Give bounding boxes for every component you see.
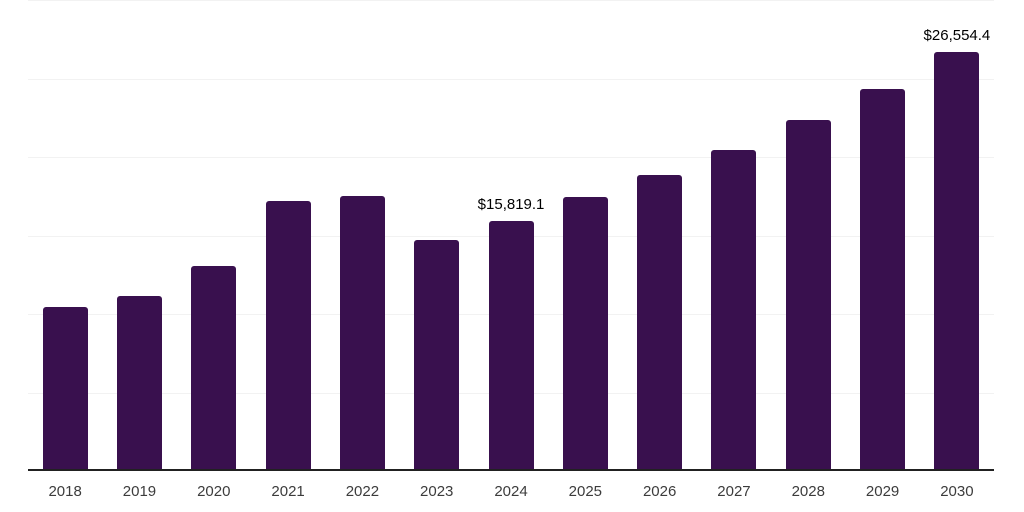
bar-column-2021 bbox=[251, 0, 325, 469]
x-tick-2020: 2020 bbox=[197, 483, 231, 500]
x-tick-2029: 2029 bbox=[865, 483, 900, 500]
x-tick-2018: 2018 bbox=[48, 483, 82, 500]
bar-column-2028 bbox=[771, 0, 845, 469]
bar-value-label-2024: $15,819.1 bbox=[477, 195, 545, 213]
x-tick-2030: 2030 bbox=[940, 483, 974, 500]
x-tick-2028: 2028 bbox=[791, 483, 825, 500]
bar-2024[interactable] bbox=[488, 220, 534, 469]
bar-column-2019 bbox=[102, 0, 176, 469]
x-tick-2021: 2021 bbox=[271, 483, 305, 500]
bar-2029[interactable] bbox=[860, 89, 906, 469]
bar-column-2025 bbox=[548, 0, 622, 469]
bar-column-2022 bbox=[325, 0, 399, 469]
x-axis-labels: 2018 2019 2020 2021 2022 2023 2024 2025 2026 2027… bbox=[28, 471, 994, 500]
bar-column-2024: $15,819.1 bbox=[474, 0, 548, 469]
bar-column-2026 bbox=[623, 0, 697, 469]
gridline-30000 bbox=[28, 0, 994, 1]
x-tick-2026: 2026 bbox=[642, 483, 677, 500]
bar-2022[interactable] bbox=[339, 195, 385, 469]
bar-2025[interactable] bbox=[562, 197, 608, 469]
bar-2020[interactable] bbox=[191, 266, 237, 469]
x-tick-2019: 2019 bbox=[122, 483, 157, 500]
bar-2027[interactable] bbox=[711, 150, 757, 469]
bar-2019[interactable] bbox=[116, 296, 162, 469]
x-tick-2022: 2022 bbox=[345, 483, 380, 500]
bar-2028[interactable] bbox=[785, 120, 831, 469]
gridline-25000 bbox=[28, 78, 994, 80]
bar-2030[interactable] bbox=[934, 52, 980, 469]
gridline-20000 bbox=[28, 157, 994, 158]
bar-column-2030: $26,554.4 bbox=[920, 0, 994, 469]
bar-value-label-2030: $26,554.4 bbox=[923, 27, 991, 45]
x-tick-2027: 2027 bbox=[717, 483, 751, 500]
bar-2026[interactable] bbox=[637, 175, 683, 469]
bar-column-2029 bbox=[845, 0, 919, 469]
bar-2023[interactable] bbox=[414, 239, 460, 469]
bar-column-2027 bbox=[697, 0, 771, 469]
x-tick-2025: 2025 bbox=[568, 483, 603, 500]
bar-column-2018 bbox=[28, 0, 102, 469]
plot-area: $15,819.1 $26,554.4 bbox=[28, 0, 994, 471]
bar-2021[interactable] bbox=[265, 200, 311, 469]
x-tick-2024: 2024 bbox=[494, 483, 528, 500]
bars-container: $15,819.1 $26,554.4 bbox=[28, 0, 994, 469]
x-tick-2023: 2023 bbox=[420, 483, 454, 500]
bar-2018[interactable] bbox=[42, 307, 88, 469]
bar-column-2023 bbox=[400, 0, 474, 469]
bar-chart: $15,819.1 $26,554.4 2018 2019 2020 2021 2022 2… bbox=[28, 0, 994, 512]
bar-column-2020 bbox=[177, 0, 251, 469]
